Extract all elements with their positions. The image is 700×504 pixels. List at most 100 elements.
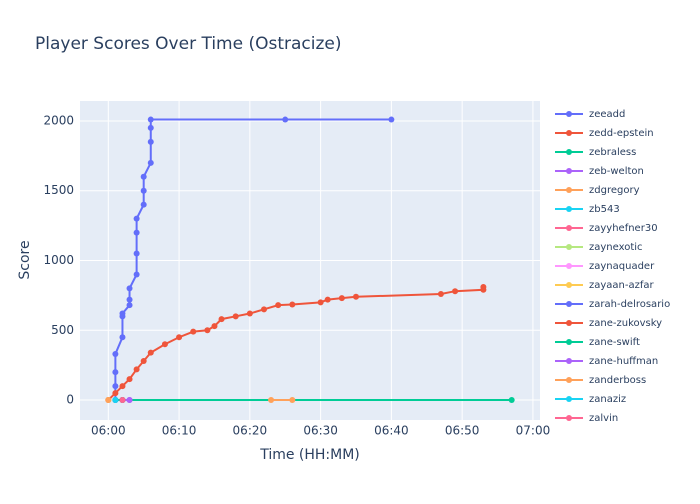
data-point: [140, 201, 147, 208]
legend-marker: [566, 244, 572, 250]
data-point: [126, 285, 133, 292]
data-point: [126, 376, 133, 383]
legend-item[interactable]: zaynaquader: [555, 261, 655, 272]
legend-item[interactable]: zeeadd: [555, 109, 625, 120]
data-point: [388, 116, 395, 123]
data-point: [147, 159, 154, 166]
x-tick-label: 06:20: [233, 424, 268, 438]
legend-marker: [566, 282, 572, 288]
data-point: [147, 349, 154, 356]
data-point: [119, 334, 126, 341]
x-tick-label: 06:50: [445, 424, 480, 438]
legend-marker: [566, 130, 572, 136]
legend-item[interactable]: zayyhefner30: [555, 223, 658, 234]
y-axis-title: Score: [17, 240, 33, 279]
data-point: [452, 288, 459, 295]
y-tick-label: 0: [66, 393, 74, 407]
data-point: [246, 310, 253, 317]
legend-label: zalvin: [589, 413, 618, 424]
legend-label: zarah-delrosario: [589, 299, 670, 310]
legend-label: zayaan-azfar: [589, 280, 655, 291]
legend-label: zedd-epstein: [589, 128, 654, 139]
data-point: [317, 299, 324, 306]
legend-marker: [566, 339, 572, 345]
data-point: [112, 383, 119, 390]
legend-label: zane-huffman: [589, 356, 658, 367]
data-point: [282, 116, 289, 123]
y-tick-label: 500: [51, 323, 74, 337]
legend-marker: [566, 263, 572, 269]
legend-item[interactable]: zdgregory: [555, 185, 640, 196]
legend-label: zanderboss: [589, 375, 646, 386]
data-point: [508, 397, 515, 404]
data-point: [147, 116, 154, 123]
data-point: [140, 357, 147, 364]
data-point: [218, 316, 225, 323]
legend-item[interactable]: zalvin: [555, 413, 618, 424]
data-point: [147, 138, 154, 145]
data-point: [133, 366, 140, 373]
x-tick-label: 06:40: [374, 424, 409, 438]
legend-item[interactable]: zedd-epstein: [555, 128, 654, 139]
data-point: [126, 296, 133, 303]
data-point: [119, 310, 126, 317]
legend-label: zane-swift: [589, 337, 640, 348]
legend-label: zb543: [589, 204, 620, 215]
legend-item[interactable]: zane-zukovsky: [555, 318, 662, 329]
legend-item[interactable]: zanaziz: [555, 394, 626, 405]
data-point: [133, 250, 140, 257]
legend-label: zeeadd: [589, 109, 625, 120]
legend-marker: [566, 377, 572, 383]
legend-item[interactable]: zayaan-azfar: [555, 280, 655, 291]
legend-item[interactable]: zarah-delrosario: [555, 299, 670, 310]
legend-item[interactable]: zanderboss: [555, 375, 646, 386]
data-point: [119, 383, 126, 390]
legend-marker: [566, 396, 572, 402]
data-point: [112, 350, 119, 357]
data-point: [140, 173, 147, 180]
data-point: [140, 187, 147, 194]
data-point: [324, 296, 331, 303]
x-axis-title: Time (HH:MM): [259, 447, 360, 463]
legend-label: zaynaquader: [589, 261, 655, 272]
legend-marker: [566, 320, 572, 326]
data-point: [190, 328, 197, 335]
data-point: [289, 397, 296, 404]
data-point: [105, 397, 112, 404]
data-point: [232, 313, 239, 320]
data-point: [161, 341, 168, 348]
data-point: [119, 397, 126, 404]
x-tick-label: 06:30: [303, 424, 338, 438]
legend-label: zaynexotic: [589, 242, 643, 253]
data-point: [147, 124, 154, 131]
data-point: [437, 290, 444, 297]
y-tick-label: 2000: [43, 113, 74, 127]
data-point: [261, 306, 267, 313]
legend-marker: [566, 149, 572, 155]
legend-item[interactable]: zeb-welton: [555, 166, 644, 177]
data-point: [204, 327, 211, 334]
legend-marker: [566, 206, 572, 212]
legend-marker: [566, 187, 572, 193]
data-point: [133, 271, 140, 278]
data-point: [133, 229, 140, 236]
legend-item[interactable]: zb543: [555, 204, 620, 215]
legend-item[interactable]: zebraless: [555, 147, 636, 158]
legend-marker: [566, 301, 572, 307]
data-point: [176, 334, 183, 341]
x-tick-label: 06:10: [162, 424, 197, 438]
data-point: [126, 397, 133, 404]
x-tick-label: 07:00: [516, 424, 551, 438]
legend-label: zebraless: [589, 147, 636, 158]
data-point: [112, 390, 119, 397]
data-point: [353, 293, 359, 300]
data-point: [126, 302, 133, 309]
legend-marker: [566, 111, 572, 117]
data-point: [211, 323, 218, 330]
legend-marker: [566, 225, 572, 231]
legend-item[interactable]: zaynexotic: [555, 242, 643, 253]
legend-item[interactable]: zane-swift: [555, 337, 640, 348]
legend-label: zane-zukovsky: [589, 318, 662, 329]
legend-item[interactable]: zane-huffman: [555, 356, 658, 367]
